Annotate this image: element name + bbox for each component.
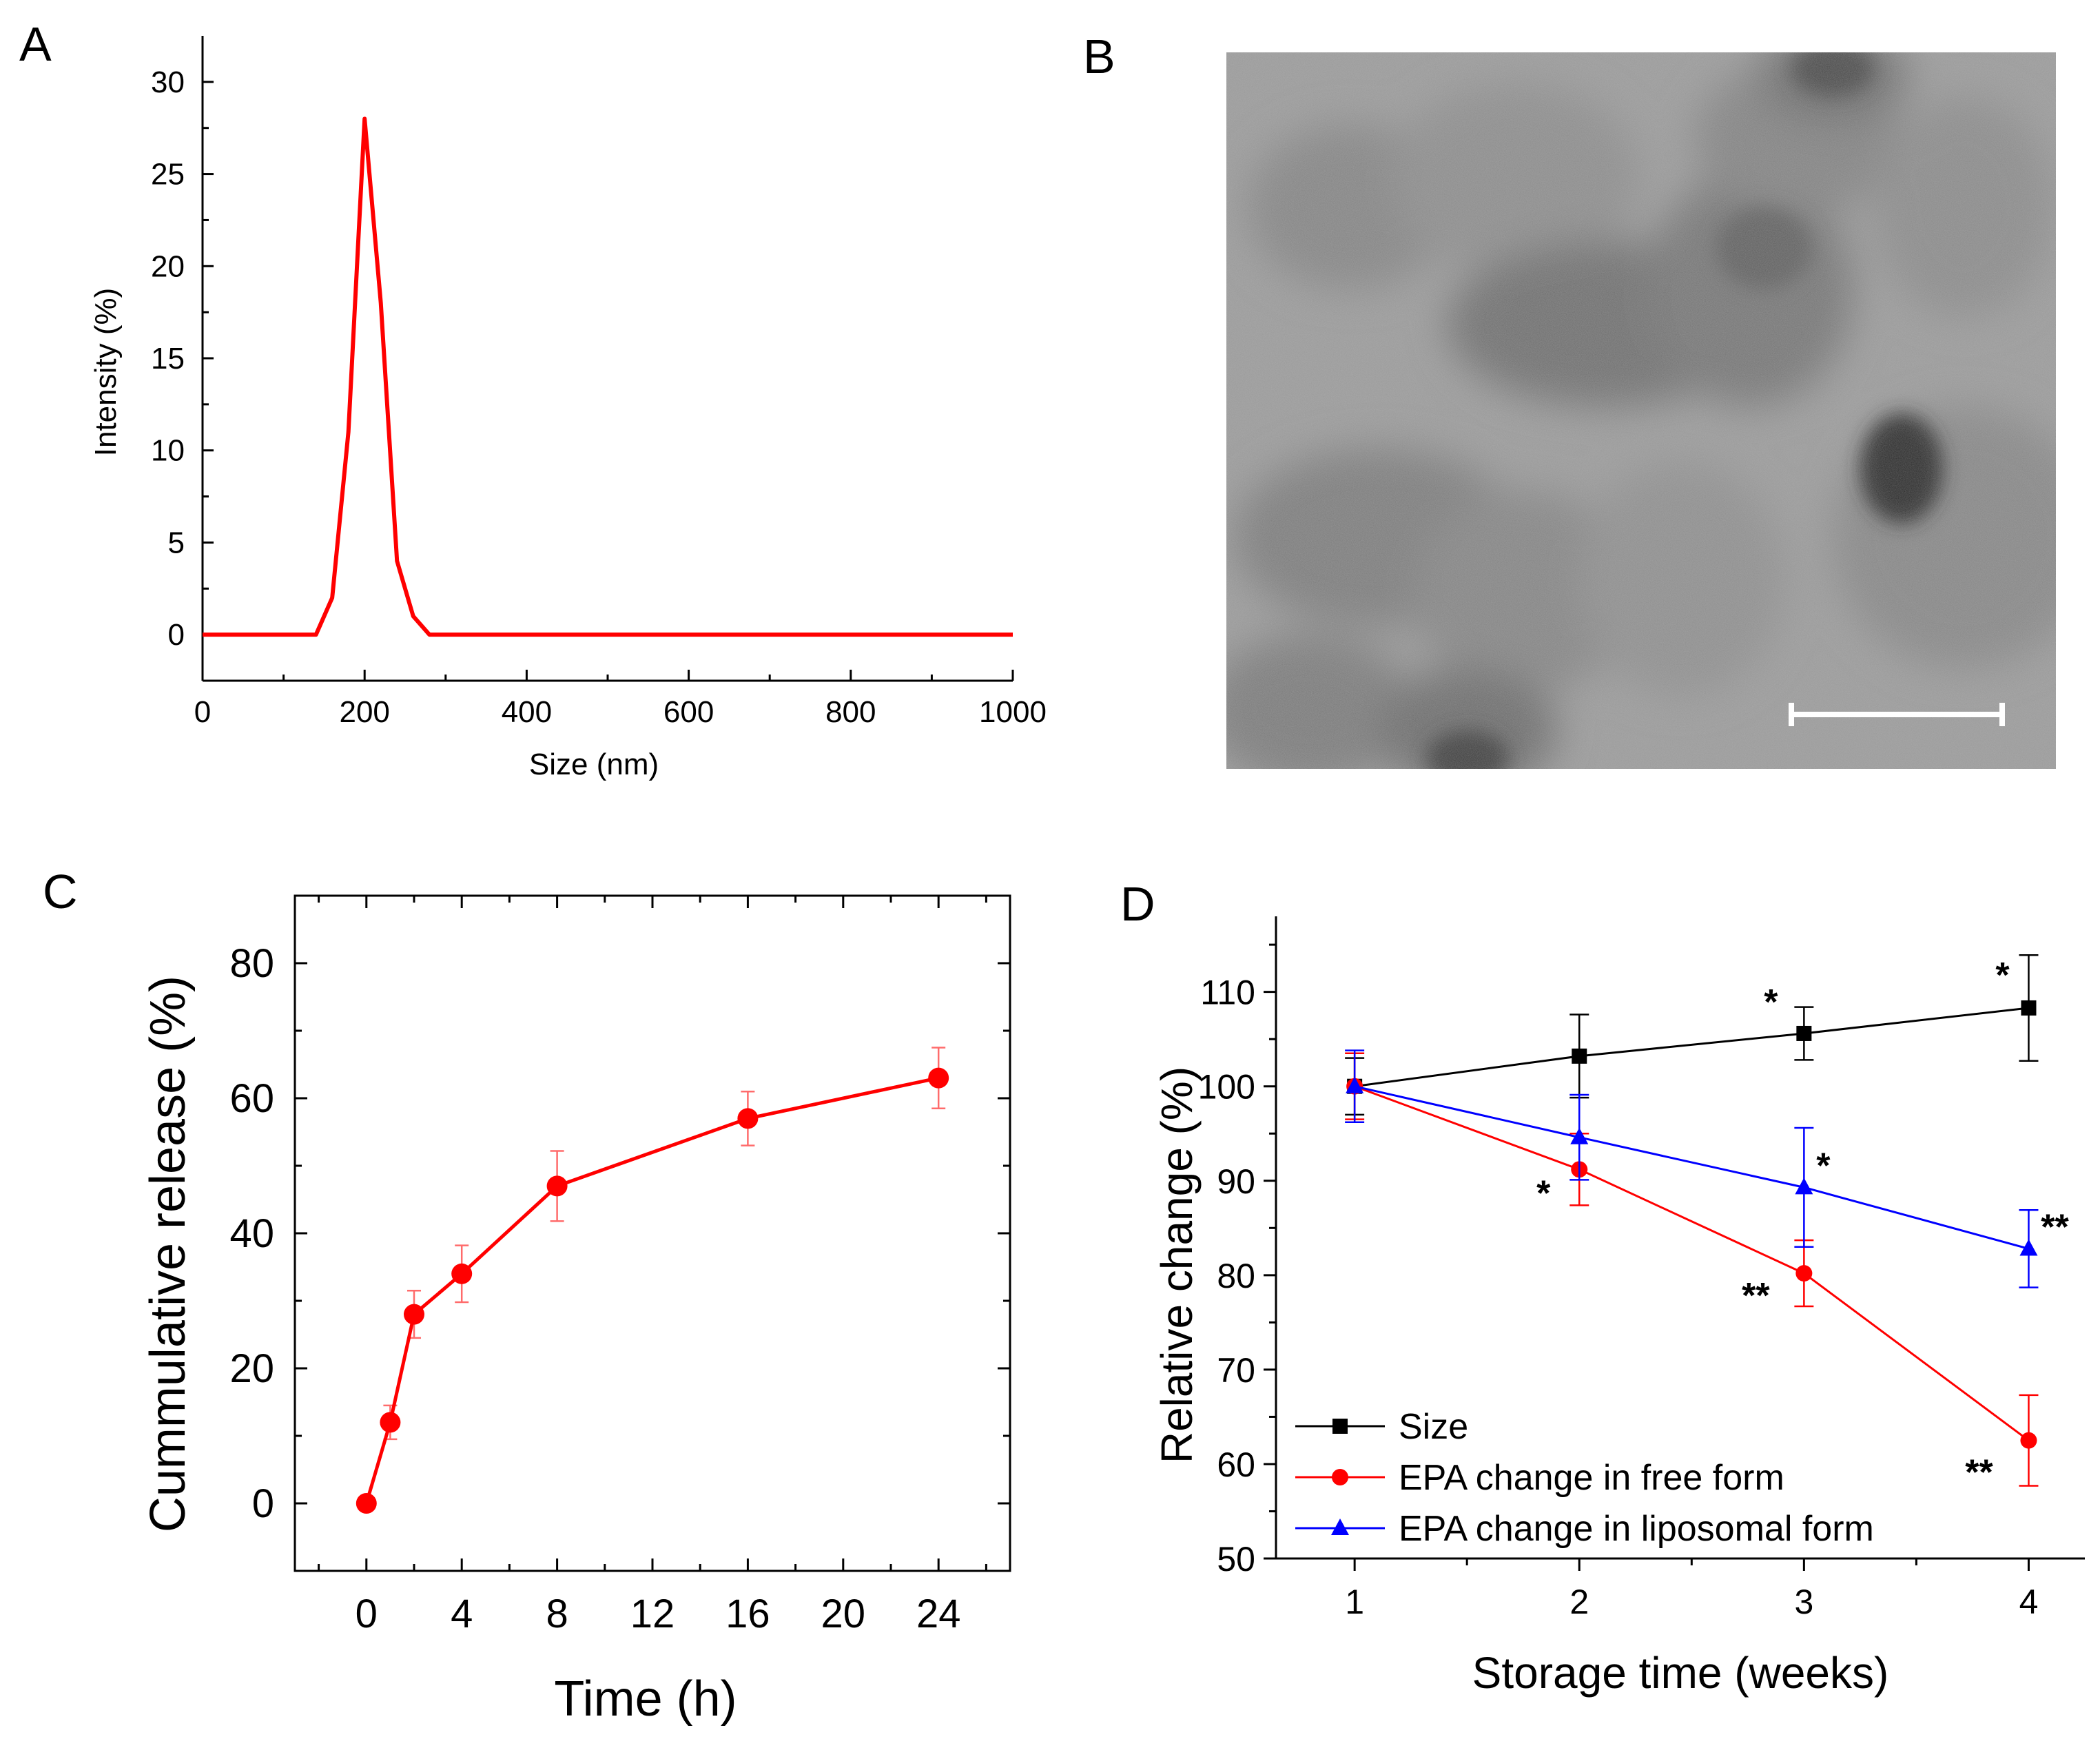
d-legend-marker: [1331, 1519, 1349, 1535]
c-data-point: [380, 1412, 401, 1433]
a-y-axis-label: Intensity (%): [89, 288, 123, 457]
d-legend-marker: [1332, 1419, 1348, 1434]
d-free-point: [2020, 1432, 2037, 1449]
d-y-axis-label: Relative change (%): [1152, 1067, 1202, 1463]
d-x-axis-label: Storage time (weeks): [1472, 1648, 1889, 1698]
d-significance-label: **: [2041, 1207, 2069, 1247]
c-y-tick-label: 20: [229, 1346, 274, 1391]
d-free-line: [1354, 1085, 2030, 1441]
c-data-point: [404, 1304, 424, 1325]
c-x-tick-label: 24: [916, 1592, 961, 1636]
d-significance-label: **: [1742, 1276, 1770, 1316]
d-liposomal-point: [1570, 1127, 1589, 1144]
a-y-tick-label: 20: [151, 249, 185, 283]
d-liposomal-point: [1795, 1177, 1813, 1195]
d-y-tick-label: 80: [1217, 1257, 1255, 1295]
d-legend-label: Size: [1399, 1407, 1468, 1447]
panel-d-chart: 1 2 3 4 50 60 70 80 90 100 110 Storage time (weeks)…: [1152, 916, 2085, 1698]
d-liposomal-point: [1346, 1076, 1364, 1093]
d-significance-label: *: [1816, 1146, 1831, 1186]
a-x-axis-label: Size (nm): [529, 748, 659, 781]
c-x-tick-label: 12: [630, 1592, 675, 1636]
c-y-tick-label: 0: [252, 1481, 274, 1526]
d-y-tick-label: 110: [1200, 974, 1255, 1012]
c-x-tick-label: 4: [451, 1592, 473, 1636]
a-y-tick-label: 25: [151, 158, 185, 192]
d-significance-label: *: [1536, 1173, 1551, 1213]
c-y-axis-label: Cummulative release (%): [141, 976, 196, 1532]
d-liposomal-line: [1354, 1085, 2029, 1250]
a-y-tick-label: 5: [168, 526, 185, 559]
d-legend-marker: [1332, 1469, 1348, 1485]
d-significance-label: **: [1965, 1453, 1993, 1493]
panel-c-chart: 0 4 8 12 16 20 24 0 20 40 60 80 Time (h) Cummulative …: [141, 894, 1011, 1727]
a-y-tick-label: 15: [151, 342, 185, 375]
d-y-tick-label: 60: [1217, 1445, 1255, 1484]
a-intensity-line: [203, 116, 1013, 637]
c-x-tick-label: 8: [546, 1592, 568, 1636]
tem-micrograph: [1226, 52, 2056, 769]
scale-bar: [1789, 703, 2005, 726]
c-plot-frame: [294, 894, 1011, 1572]
c-data-point: [546, 1175, 568, 1197]
d-y-tick-label: 100: [1198, 1068, 1255, 1107]
a-x-tick-label: 400: [502, 695, 552, 729]
panel-a-letter: A: [19, 17, 52, 71]
d-significance-label: *: [1764, 982, 1778, 1022]
d-legend-label: EPA change in liposomal form: [1399, 1509, 1874, 1549]
d-y-tick-label: 70: [1217, 1351, 1255, 1390]
c-data-point: [928, 1067, 949, 1089]
c-data-point: [356, 1493, 377, 1514]
d-size-point: [1572, 1048, 1587, 1064]
a-x-tick-label: 0: [194, 695, 211, 729]
d-size-point: [2021, 1000, 2037, 1016]
d-x-tick-label: 1: [1345, 1583, 1364, 1621]
c-x-tick-label: 0: [356, 1592, 378, 1636]
a-x-tick-label: 800: [825, 695, 876, 729]
d-y-tick-label: 50: [1217, 1540, 1255, 1578]
panel-b-letter: B: [1083, 30, 1115, 83]
a-x-tick-label: 600: [663, 695, 714, 729]
a-y-tick-label: 10: [151, 434, 185, 468]
d-x-tick-label: 4: [2019, 1583, 2039, 1621]
a-y-tick-label: 30: [151, 65, 185, 99]
panel-a-chart: 0 200 400 600 800 1000 0 5 10 15 20 25 30 Size (nm) In…: [89, 36, 1047, 781]
c-y-tick-label: 40: [229, 1211, 274, 1256]
d-liposomal-point: [2019, 1239, 2038, 1256]
a-x-tick-label: 1000: [979, 695, 1047, 729]
d-x-tick-label: 3: [1794, 1583, 1813, 1621]
d-free-point: [1795, 1265, 1813, 1282]
a-x-tick-label: 200: [339, 695, 389, 729]
c-y-tick-label: 80: [229, 941, 274, 986]
d-size-point: [1796, 1025, 1812, 1041]
c-x-tick-label: 20: [821, 1592, 866, 1636]
d-x-tick-label: 2: [1569, 1583, 1589, 1621]
panel-c-letter: C: [43, 865, 78, 918]
d-legend-label: EPA change in free form: [1399, 1458, 1784, 1498]
c-data-point: [737, 1108, 759, 1129]
c-x-tick-label: 16: [725, 1592, 770, 1636]
c-release-line: [364, 1076, 939, 1504]
c-y-tick-label: 60: [229, 1076, 274, 1121]
panel-d-letter: D: [1120, 877, 1155, 931]
c-x-axis-label: Time (h): [554, 1671, 737, 1727]
d-significance-label: *: [1995, 956, 2010, 996]
d-y-tick-label: 90: [1217, 1162, 1255, 1201]
d-size-line: [1354, 1007, 2029, 1088]
c-data-point: [451, 1263, 473, 1284]
a-y-tick-label: 0: [168, 618, 185, 652]
